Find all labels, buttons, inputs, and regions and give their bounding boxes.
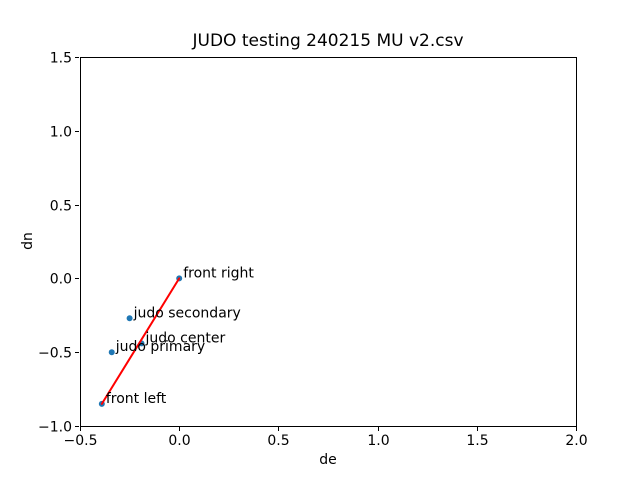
x-tick-label: 2.0 bbox=[565, 433, 587, 449]
y-tick-label: 1.5 bbox=[50, 51, 72, 67]
data-point bbox=[108, 349, 115, 356]
x-tick-label: −0.5 bbox=[64, 433, 98, 449]
y-tick-label: 0.0 bbox=[50, 272, 72, 288]
y-tick-label: 0.5 bbox=[50, 199, 72, 215]
y-tick-label: −0.5 bbox=[38, 346, 72, 362]
fit-line bbox=[100, 277, 181, 405]
x-tick-label: 1.0 bbox=[367, 433, 389, 449]
point-label: judo secondary bbox=[133, 305, 241, 321]
y-tick-label: −1.0 bbox=[38, 420, 72, 436]
data-point bbox=[126, 315, 133, 322]
x-tick-label: 1.5 bbox=[466, 433, 488, 449]
point-label: judo center bbox=[145, 330, 226, 346]
x-axis-label: de bbox=[319, 452, 337, 468]
y-tick-label: 1.0 bbox=[50, 125, 72, 141]
x-tick-label: 0.0 bbox=[168, 433, 190, 449]
point-label: front right bbox=[183, 265, 254, 281]
x-tick-label: 0.5 bbox=[267, 433, 289, 449]
point-label: front left bbox=[106, 391, 167, 407]
chart-title: JUDO testing 240215 MU v2.csv bbox=[192, 31, 464, 51]
point-label: judo primary bbox=[115, 339, 205, 355]
axes-box bbox=[80, 57, 577, 427]
